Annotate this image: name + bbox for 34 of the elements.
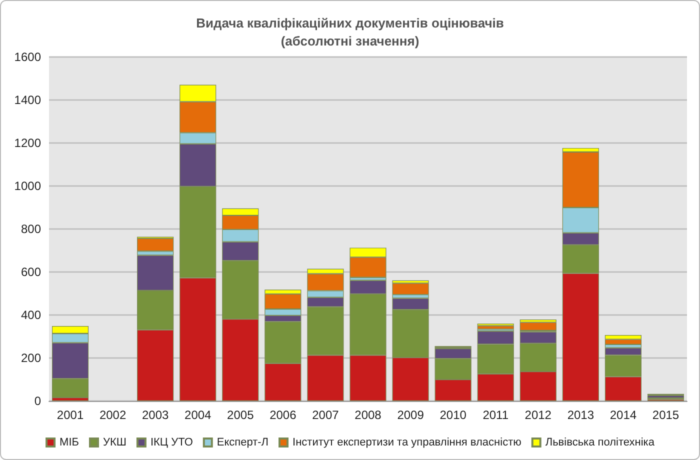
y-tick-label: 1600: [14, 50, 42, 64]
x-tick-label: 2002: [99, 408, 126, 422]
legend-label: ІКЦ УТО: [150, 436, 194, 448]
chart-title: Видача кваліфікаційних документів оцінювачів (абсолютні значення): [196, 16, 504, 48]
x-tick-label: 2014: [610, 408, 637, 422]
x-tick-label: 2009: [397, 408, 424, 422]
x-tick-label: 2012: [524, 408, 552, 422]
y-tick-label: 200: [20, 351, 42, 365]
y-tick-label: 400: [20, 308, 42, 322]
y-tick-label: 1000: [14, 179, 42, 193]
legend-label: Львівська політехніка: [545, 436, 656, 448]
x-tick-label: 2013: [567, 408, 594, 422]
x-tick-label: 2010: [440, 408, 467, 422]
x-tick-label: 2001: [56, 408, 84, 422]
y-tick-label: 600: [20, 265, 42, 279]
y-tick-label: 800: [20, 222, 42, 236]
legend-label: УКШ: [102, 436, 126, 448]
x-tick-label: 2005: [227, 408, 254, 422]
y-tick-label: 0: [34, 394, 42, 408]
y-tick-label: 1400: [14, 93, 42, 107]
x-tick-label: 2008: [354, 408, 382, 422]
legend-label: Експерт-Л: [216, 436, 269, 448]
x-tick-label: 2015: [652, 408, 680, 422]
legend-label: Інститут експертизи та управління власністю: [292, 436, 522, 448]
x-tick-label: 2011: [482, 408, 509, 422]
legend-label: МІБ: [60, 436, 79, 448]
bar: [392, 283, 429, 295]
x-tick-label: 2003: [142, 408, 170, 422]
x-tick-label: 2007: [312, 408, 340, 422]
y-tick-label: 1200: [14, 136, 42, 150]
x-tick-label: 2004: [184, 408, 212, 422]
x-tick-label: 2006: [270, 408, 297, 422]
bar: [137, 238, 174, 252]
bar: [604, 339, 642, 344]
